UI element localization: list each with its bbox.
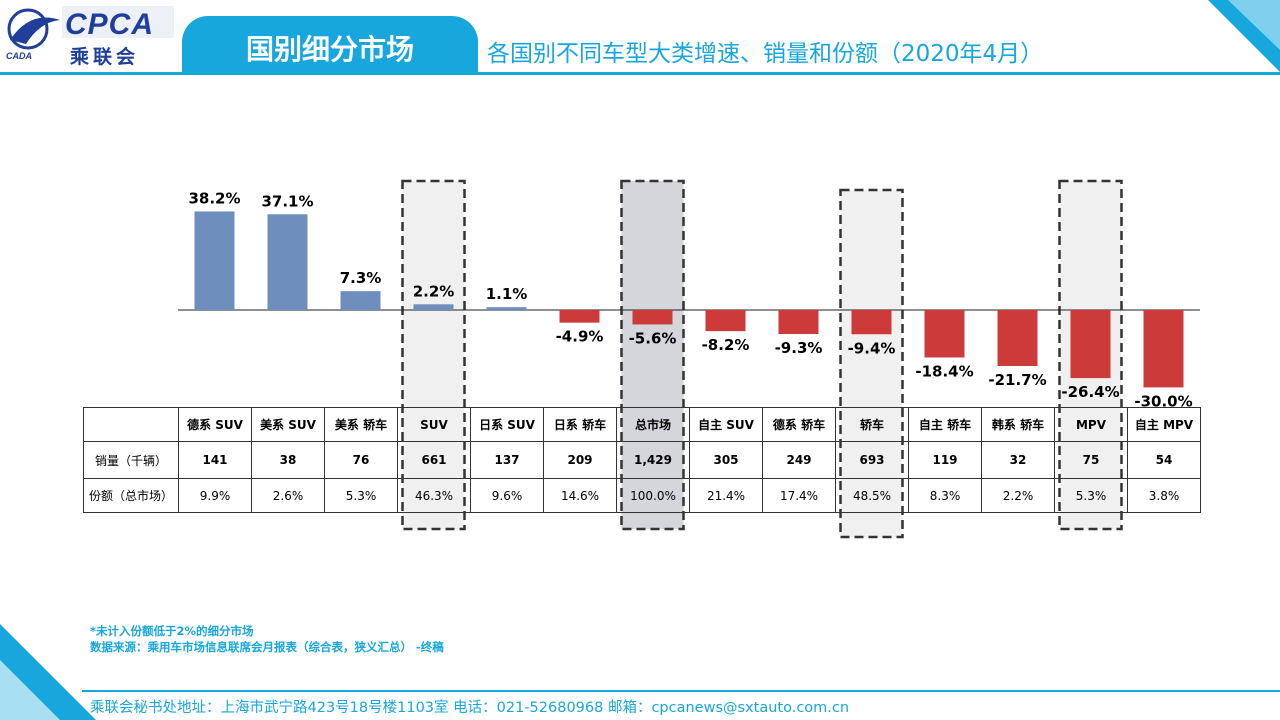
category-header-5: 日系 轿车 xyxy=(543,407,617,442)
share-cell-10: 8.3% xyxy=(908,478,982,513)
bar-13 xyxy=(1143,310,1184,388)
value-label-4: 1.1% xyxy=(486,285,528,303)
category-header-3: SUV xyxy=(397,407,471,442)
logo-cn-text: 乘联会 xyxy=(70,46,140,68)
value-label-10: -18.4% xyxy=(915,362,973,380)
footer-contact: 乘联会秘书处地址：上海市武宁路423号18号楼1103室 电话：021-5268… xyxy=(90,700,850,716)
share-cell-4: 9.6% xyxy=(470,478,544,513)
category-header-4: 日系 SUV xyxy=(470,407,544,442)
bar-8 xyxy=(778,310,819,334)
share-cell-0: 9.9% xyxy=(178,478,252,513)
header-divider xyxy=(0,72,1280,75)
sales-cell-6: 1,429 xyxy=(616,441,690,479)
logo-emblem xyxy=(7,6,174,50)
footnote: *未计入份额低于2%的细分市场 数据来源：乘用车市场信息联席会月报表（综合表，狭… xyxy=(90,623,444,655)
sales-cell-8: 249 xyxy=(762,441,836,479)
share-cell-9: 48.5% xyxy=(835,478,909,513)
footnote-line-1: *未计入份额低于2%的细分市场 xyxy=(90,624,254,638)
share-cell-2: 5.3% xyxy=(324,478,398,513)
page-subtitle: 各国别不同车型大类增速、销量和份额（2020年4月） xyxy=(487,41,1044,67)
bars-layer xyxy=(194,211,1184,388)
category-header-13: 自主 MPV xyxy=(1127,407,1201,442)
share-cell-7: 21.4% xyxy=(689,478,763,513)
logo-caam-text: CADA xyxy=(6,51,32,61)
value-label-13: -30.0% xyxy=(1134,392,1192,410)
category-header-2: 美系 轿车 xyxy=(324,407,398,442)
category-header-7: 自主 SUV xyxy=(689,407,763,442)
value-label-7: -8.2% xyxy=(702,336,750,354)
bar-0 xyxy=(194,211,235,310)
share-cell-12: 5.3% xyxy=(1054,478,1128,513)
value-label-11: -21.7% xyxy=(988,371,1046,389)
table-row-share: 份额（总市场） 9.9% 2.6% 5.3% 46.3% 9.6% 14.6% 100.0% 2… xyxy=(83,478,1201,513)
category-header-11: 韩系 轿车 xyxy=(981,407,1055,442)
sales-cell-2: 76 xyxy=(324,441,398,479)
value-label-3: 2.2% xyxy=(413,282,455,300)
bar-1 xyxy=(267,214,308,310)
sales-cell-7: 305 xyxy=(689,441,763,479)
value-label-6: -5.6% xyxy=(629,329,677,347)
logo-text: CPCA xyxy=(65,8,155,41)
bottom-left-corner-triangle-light xyxy=(0,660,60,720)
title-tab xyxy=(182,16,478,74)
sales-cell-12: 75 xyxy=(1054,441,1128,479)
category-header-9: 轿车 xyxy=(835,407,909,442)
bar-4 xyxy=(486,307,527,310)
category-header-0: 德系 SUV xyxy=(178,407,252,442)
value-label-5: -4.9% xyxy=(556,328,604,346)
share-cell-3: 46.3% xyxy=(397,478,471,513)
share-cell-1: 2.6% xyxy=(251,478,325,513)
sales-cell-5: 209 xyxy=(543,441,617,479)
value-label-12: -26.4% xyxy=(1061,383,1119,401)
bar-3 xyxy=(413,304,454,310)
row-label-sales: 销量（千辆） xyxy=(83,441,179,479)
value-label-9: -9.4% xyxy=(848,339,896,357)
sales-cell-3: 661 xyxy=(397,441,471,479)
bar-11 xyxy=(997,310,1038,366)
bar-5 xyxy=(559,310,600,323)
category-header-10: 自主 轿车 xyxy=(908,407,982,442)
bar-12 xyxy=(1070,310,1111,379)
bar-2 xyxy=(340,291,381,310)
table-corner-cell xyxy=(83,407,179,442)
sales-cell-9: 693 xyxy=(835,441,909,479)
category-header-12: MPV xyxy=(1054,407,1128,442)
value-labels-layer: 38.2% 37.1% 7.3% 2.2% 1.1% -4.9% -5.6% -8.2% -9.… xyxy=(188,189,1192,410)
category-header-8: 德系 轿车 xyxy=(762,407,836,442)
category-header-1: 美系 SUV xyxy=(251,407,325,442)
category-header-6: 总市场 xyxy=(616,407,690,442)
bar-7 xyxy=(705,310,746,332)
sales-cell-1: 38 xyxy=(251,441,325,479)
sales-cell-10: 119 xyxy=(908,441,982,479)
top-right-corner-triangle-light xyxy=(1228,0,1280,50)
sales-cell-11: 32 xyxy=(981,441,1055,479)
table-header-row: 德系 SUV 美系 SUV 美系 轿车 SUV 日系 SUV 日系 轿车 总市场 自主 SUV… xyxy=(83,407,1201,442)
share-cell-8: 17.4% xyxy=(762,478,836,513)
share-cell-11: 2.2% xyxy=(981,478,1055,513)
share-cell-13: 3.8% xyxy=(1127,478,1201,513)
bar-10 xyxy=(924,310,965,358)
share-cell-5: 14.6% xyxy=(543,478,617,513)
sales-cell-0: 141 xyxy=(178,441,252,479)
sales-cell-13: 54 xyxy=(1127,441,1201,479)
section-title: 国别细分市场 xyxy=(245,33,414,66)
row-label-share: 份额（总市场） xyxy=(83,478,179,513)
bar-6 xyxy=(632,310,673,325)
bar-9 xyxy=(851,310,892,335)
value-label-1: 37.1% xyxy=(261,192,313,210)
sales-cell-4: 137 xyxy=(470,441,544,479)
data-table: 德系 SUV 美系 SUV 美系 轿车 SUV 日系 SUV 日系 轿车 总市场 自主 SUV… xyxy=(83,407,1201,513)
share-cell-6: 100.0% xyxy=(616,478,690,513)
value-label-8: -9.3% xyxy=(775,339,823,357)
value-label-2: 7.3% xyxy=(340,269,382,287)
footer-divider xyxy=(82,690,1280,692)
footnote-line-2: 数据来源：乘用车市场信息联席会月报表（综合表，狭义汇总） -终稿 xyxy=(90,640,444,654)
value-label-0: 38.2% xyxy=(188,189,240,207)
table-row-sales: 销量（千辆） 141 38 76 661 137 209 1,429 305 249 693 119 3… xyxy=(83,441,1201,479)
